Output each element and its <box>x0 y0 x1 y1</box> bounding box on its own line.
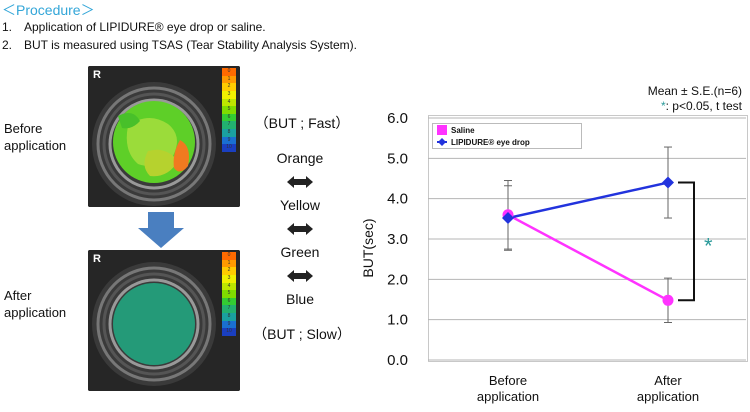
legend-label: LIPIDURE® eye drop <box>451 137 530 147</box>
eye-corner-label: R <box>93 253 101 265</box>
but-chart: 0.01.02.03.04.05.06.0BeforeapplicationAf… <box>387 110 746 404</box>
step-text: Application of LIPIDURE® eye drop or sal… <box>24 20 266 34</box>
eye-corner-label: R <box>93 69 101 81</box>
y-tick-label: 0.0 <box>387 352 408 369</box>
legend-item-lipidure: LIPIDURE® eye drop <box>433 136 581 148</box>
series-line <box>507 181 669 220</box>
mean-note: Mean ± S.E.(n=6) <box>647 84 742 98</box>
scale-tick: 5 <box>222 290 236 298</box>
double-arrow-icon <box>287 270 313 282</box>
color-scale: 0 1 2 3 4 5 6 7 8 9 10 <box>222 252 236 337</box>
scale-tick: 0 <box>222 68 236 76</box>
after-label-line-2: application <box>4 305 67 320</box>
x-tick-label: application <box>477 389 539 404</box>
scale-tick: 6 <box>222 113 236 122</box>
y-tick-label: 2.0 <box>387 271 408 288</box>
significance-note: *: p<0.05, t test <box>560 99 742 113</box>
procedure-title: ＜Procedure＞ <box>2 2 95 18</box>
scale-tick: 3 <box>222 274 236 283</box>
x-tick-label: application <box>637 389 699 404</box>
before-eye-image: R 0 1 2 3 4 5 6 7 8 9 10 <box>88 66 240 207</box>
scale-tick: 6 <box>222 297 236 306</box>
color-scale: 0 1 2 3 4 5 6 7 8 9 10 <box>222 68 236 153</box>
level-blue: Blue <box>285 291 315 307</box>
scale-tick: 2 <box>222 267 236 275</box>
scale-tick: 1 <box>222 75 236 84</box>
double-arrow-icon <box>287 176 313 188</box>
x-tick-label: Before <box>489 373 527 388</box>
series-line <box>507 213 669 302</box>
legend-swatch-saline <box>437 125 447 135</box>
significance-text: : p<0.05, t test <box>665 99 742 113</box>
scale-tick: 0 <box>222 252 236 260</box>
before-application-label: Before application <box>4 120 66 154</box>
before-label-line-1: Before <box>4 121 43 136</box>
data-point <box>662 176 674 189</box>
procedure-step-2: 2. BUT is measured using TSAS (Tear Stabi… <box>2 38 357 52</box>
y-tick-label: 5.0 <box>387 150 408 167</box>
scale-tick: 5 <box>222 106 236 114</box>
before-eye-graphic <box>88 66 240 207</box>
scale-tick: 7 <box>222 121 236 130</box>
after-eye-image: R 0 1 2 3 4 5 6 7 8 9 10 <box>88 250 240 391</box>
scale-tick: 1 <box>222 259 236 268</box>
scale-tick: 4 <box>222 282 236 291</box>
x-tick-label: After <box>654 373 682 388</box>
scale-tick: 10 <box>222 144 236 153</box>
procedure-step-1: 1. Application of LIPIDURE® eye drop or s… <box>2 20 266 34</box>
fast-label: （BUT ; Fast） <box>254 115 350 131</box>
scale-tick: 9 <box>222 320 236 329</box>
scale-tick: 4 <box>222 98 236 107</box>
scale-tick: 2 <box>222 83 236 91</box>
scale-tick: 9 <box>222 136 236 145</box>
scale-tick: 7 <box>222 305 236 314</box>
down-arrow-icon <box>138 212 184 248</box>
step-number: 1. <box>2 20 13 34</box>
step-text: BUT is measured using TSAS (Tear Stabili… <box>24 38 358 52</box>
significance-star: * <box>704 233 713 258</box>
chart-legend: Saline LIPIDURE® eye drop <box>432 123 582 149</box>
y-tick-label: 6.0 <box>387 110 408 127</box>
y-tick-label: 4.0 <box>387 191 408 208</box>
scale-tick: 10 <box>222 328 236 337</box>
scale-tick: 3 <box>222 90 236 99</box>
y-tick-label: 1.0 <box>387 312 408 329</box>
after-application-label: After application <box>4 287 66 321</box>
significance-star: * <box>660 99 666 113</box>
after-eye-graphic <box>88 250 240 391</box>
level-yellow: Yellow <box>280 197 320 213</box>
y-tick-label: 3.0 <box>387 231 408 248</box>
level-green: Green <box>280 244 320 260</box>
step-number: 2. <box>2 38 13 52</box>
scale-tick: 8 <box>222 129 236 137</box>
before-label-line-2: application <box>4 138 67 153</box>
legend-swatch-lipidure <box>437 137 447 147</box>
data-point <box>502 212 514 225</box>
legend-item-saline: Saline <box>433 124 581 136</box>
data-point <box>662 294 674 306</box>
significance-bracket <box>678 181 695 302</box>
after-label-line-1: After <box>4 288 32 303</box>
slow-label: （BUT ; Slow） <box>253 326 351 342</box>
double-arrow-icon <box>287 223 313 235</box>
scale-tick: 8 <box>222 313 236 321</box>
legend-label: Saline <box>451 125 475 135</box>
level-orange: Orange <box>276 150 324 166</box>
